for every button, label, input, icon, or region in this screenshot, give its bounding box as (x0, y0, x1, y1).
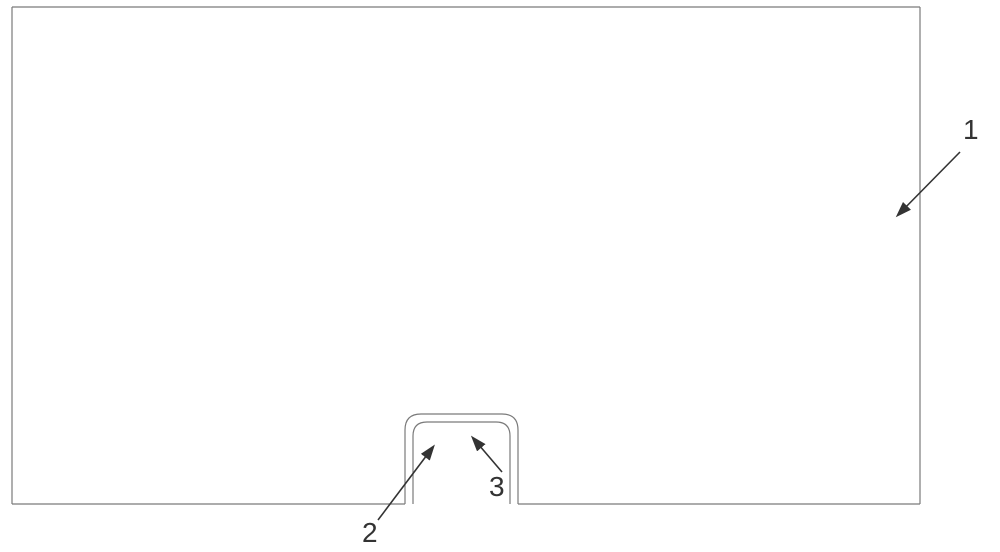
arrow-1 (898, 152, 960, 215)
callout-label-3: 3 (489, 471, 505, 503)
callout-label-2: 2 (362, 517, 378, 549)
callout-arrows (378, 152, 960, 520)
component-body (12, 7, 920, 504)
arrow-3 (473, 438, 502, 472)
diagram-svg (0, 0, 1000, 552)
technical-diagram: 1 2 3 (0, 0, 1000, 552)
callout-label-1: 1 (963, 114, 979, 146)
